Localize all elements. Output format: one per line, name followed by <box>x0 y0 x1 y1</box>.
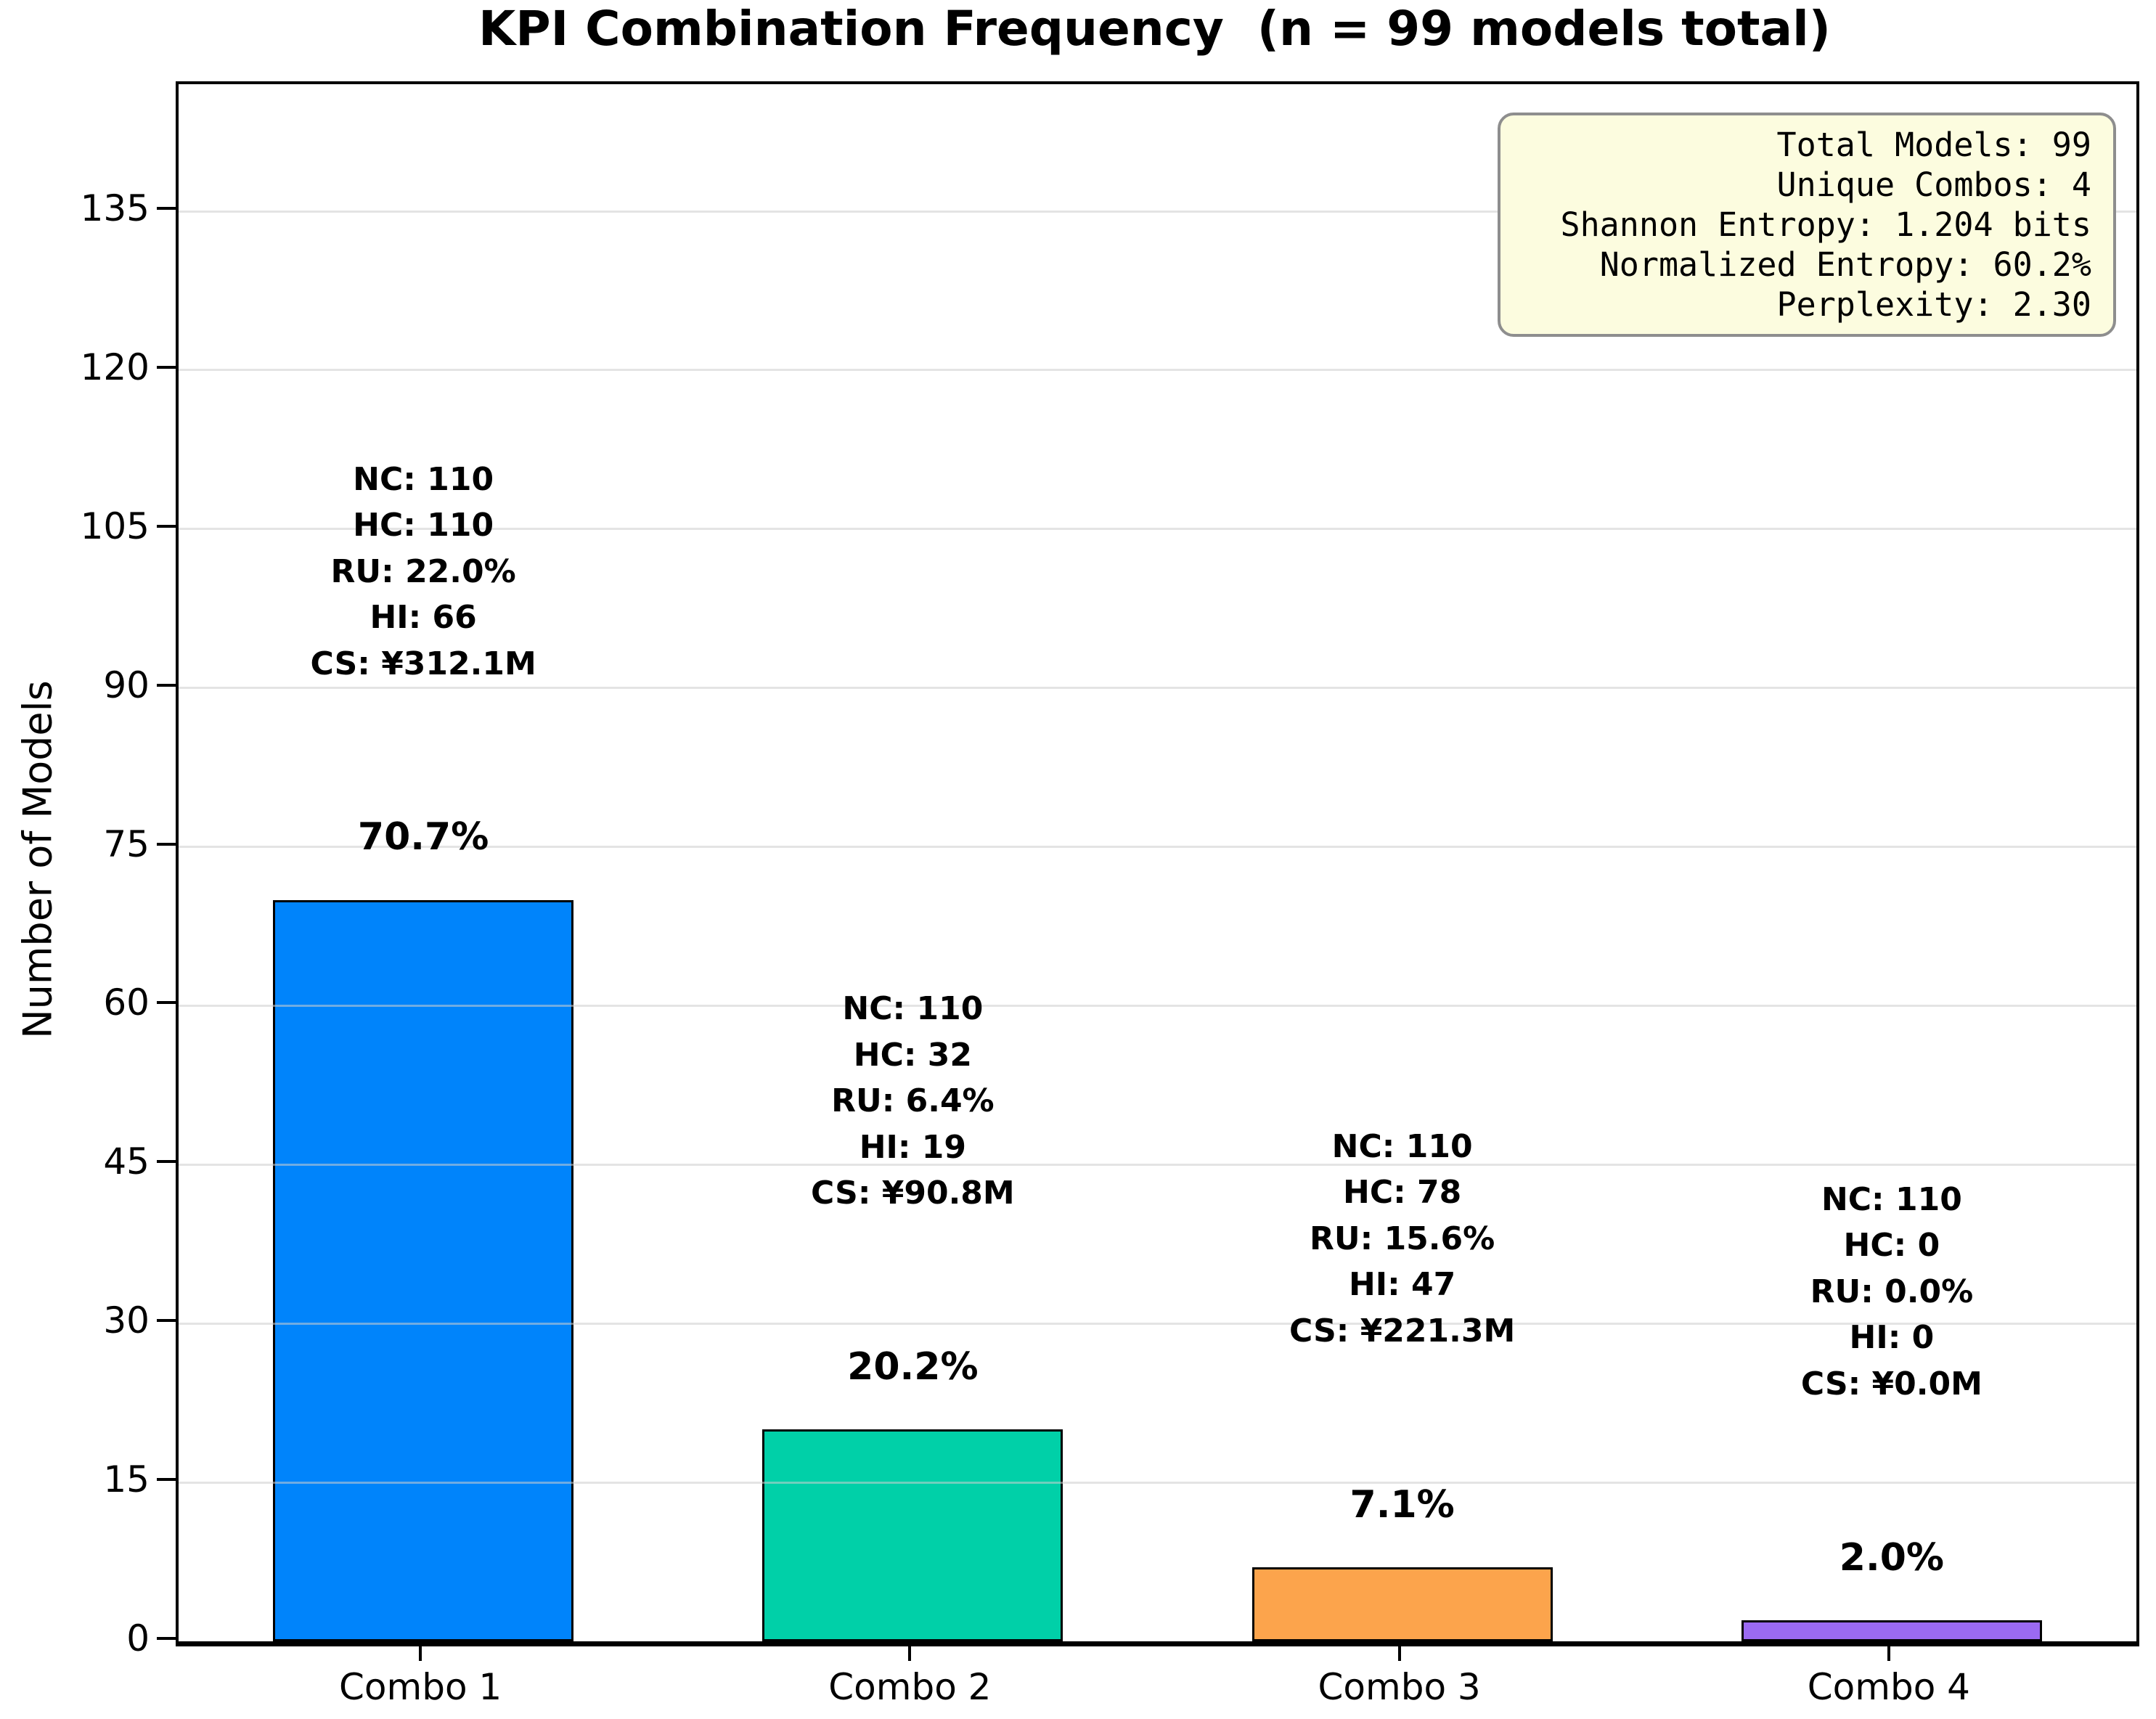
annotation-line-4-4: HI: 0 <box>1849 1319 1935 1357</box>
plot-area: 70.7% NC: 110 HC: 110 RU: 22.0% HI: 66 CS: ¥3… <box>176 81 2139 1646</box>
bar-annotation-3: NC: 110 HC: 78 RU: 15.6% HI: 47 CS: ¥221.3M <box>1289 1124 1515 1355</box>
x-tick-mark-1 <box>419 1644 422 1661</box>
gridline-y-120 <box>179 369 2136 372</box>
annotation-line-2-1: NC: 110 <box>842 990 984 1028</box>
stats-line-3: Shannon Entropy: 1.204 bits <box>1560 205 2092 244</box>
x-tick-label-4: Combo 4 <box>1807 1666 1970 1708</box>
y-tick-mark-60 <box>157 1001 176 1005</box>
bar-combo-4 <box>1741 1620 2042 1641</box>
annotation-line-2-3: RU: 6.4% <box>831 1082 995 1120</box>
annotation-line-3-1: NC: 110 <box>1331 1127 1473 1165</box>
stats-line-5: Perplexity: 2.30 <box>1776 285 2091 324</box>
x-tick-label-1: Combo 1 <box>339 1666 502 1708</box>
annotation-line-1-1: NC: 110 <box>353 460 494 498</box>
percent-label-4: 2.0% <box>1839 1535 1944 1580</box>
annotation-line-2-2: HC: 32 <box>853 1036 973 1074</box>
y-tick-label-90: 90 <box>103 663 150 706</box>
gridline-y-60 <box>179 1004 2136 1007</box>
y-tick-label-45: 45 <box>103 1140 150 1183</box>
annotation-line-1-5: CS: ¥312.1M <box>310 645 536 682</box>
x-tick-label-2: Combo 2 <box>828 1666 992 1708</box>
annotation-line-3-3: RU: 15.6% <box>1310 1220 1495 1257</box>
annotation-line-2-5: CS: ¥90.8M <box>811 1175 1015 1212</box>
y-tick-label-60: 60 <box>103 981 150 1024</box>
annotation-line-1-3: RU: 22.0% <box>330 552 516 590</box>
percent-label-2: 20.2% <box>847 1345 979 1389</box>
gridline-y-90 <box>179 687 2136 690</box>
bar-combo-1 <box>273 899 574 1641</box>
y-tick-mark-0 <box>157 1637 176 1640</box>
percent-label-1: 70.7% <box>357 815 489 860</box>
annotation-line-4-1: NC: 110 <box>1821 1180 1962 1218</box>
bar-combo-3 <box>1251 1567 1553 1641</box>
annotation-line-3-4: HI: 47 <box>1348 1266 1456 1304</box>
y-tick-label-120: 120 <box>80 346 150 388</box>
x-tick-mark-3 <box>1397 1644 1401 1661</box>
x-tick-mark-4 <box>1887 1644 1890 1661</box>
y-tick-label-105: 105 <box>80 505 150 547</box>
y-tick-mark-120 <box>157 365 176 369</box>
annotation-line-3-5: CS: ¥221.3M <box>1289 1312 1516 1350</box>
stats-box: Total Models: 99 Unique Combos: 4 Shannon … <box>1498 113 2116 337</box>
gridline-y-15 <box>179 1481 2136 1484</box>
y-tick-label-75: 75 <box>103 822 150 865</box>
annotation-line-4-5: CS: ¥0.0M <box>1800 1365 1983 1402</box>
stats-lines: Total Models: 99 Unique Combos: 4 Shannon … <box>1561 125 2092 324</box>
y-tick-mark-105 <box>157 524 176 528</box>
bar-combo-2 <box>762 1429 1063 1641</box>
bar-annotation-1: NC: 110 HC: 110 RU: 22.0% HI: 66 CS: ¥312.1M <box>310 457 536 687</box>
gridline-y-105 <box>179 528 2136 531</box>
annotation-line-4-3: RU: 0.0% <box>1810 1273 1974 1310</box>
x-tick-label-3: Combo 3 <box>1318 1666 1481 1708</box>
annotation-line-2-4: HI: 19 <box>859 1128 967 1166</box>
y-tick-label-0: 0 <box>126 1617 150 1659</box>
plot-inner: 70.7% NC: 110 HC: 110 RU: 22.0% HI: 66 CS: ¥3… <box>179 84 2136 1641</box>
y-tick-label-30: 30 <box>103 1299 150 1342</box>
percent-label-3: 7.1% <box>1349 1482 1455 1527</box>
gridline-y-45 <box>179 1163 2136 1166</box>
stats-line-1: Total Models: 99 <box>1776 126 2091 164</box>
stats-line-4: Normalized Entropy: 60.2% <box>1599 245 2091 284</box>
y-tick-label-135: 135 <box>80 187 150 230</box>
x-tick-mark-2 <box>908 1644 912 1661</box>
bar-annotation-4: NC: 110 HC: 0 RU: 0.0% HI: 0 CS: ¥0.0M <box>1801 1177 1983 1408</box>
y-tick-mark-75 <box>157 842 176 846</box>
y-tick-mark-135 <box>157 207 176 211</box>
y-tick-mark-90 <box>157 683 176 687</box>
y-tick-mark-15 <box>157 1478 176 1482</box>
bar-annotation-2: NC: 110 HC: 32 RU: 6.4% HI: 19 CS: ¥90.8M <box>811 986 1015 1217</box>
y-tick-mark-30 <box>157 1319 176 1323</box>
stats-line-2: Unique Combos: 4 <box>1776 166 2091 204</box>
annotation-line-4-2: HC: 0 <box>1843 1227 1940 1265</box>
gridline-y-75 <box>179 846 2136 849</box>
y-tick-mark-45 <box>157 1160 176 1164</box>
gridline-y-135 <box>179 210 2136 213</box>
annotation-line-1-4: HI: 66 <box>369 599 477 637</box>
gridline-y-30 <box>179 1322 2136 1325</box>
annotation-line-3-2: HC: 78 <box>1342 1174 1462 1212</box>
annotation-line-1-2: HC: 110 <box>353 507 494 544</box>
chart-title: KPI Combination Frequency (n = 99 models… <box>478 1 1831 57</box>
y-tick-label-15: 15 <box>103 1458 150 1501</box>
